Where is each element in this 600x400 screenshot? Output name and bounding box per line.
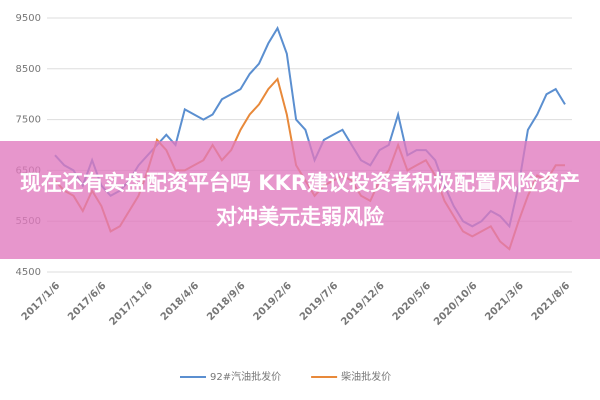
x-tick-label: 2020/10/6 — [432, 280, 479, 327]
x-tick-label: 2017/1/6 — [20, 280, 62, 322]
legend-label: 92#汽油批发价 — [210, 370, 281, 383]
y-tick-label: 7500 — [16, 115, 41, 126]
x-tick-label: 2018/4/6 — [159, 280, 201, 322]
banner: 现在还有实盘配资平台吗 KKR建议投资者积极配置风险资产 对冲美元走弱风险 — [0, 141, 600, 259]
legend-label: 柴油批发价 — [341, 370, 391, 383]
banner-text: 现在还有实盘配资平台吗 KKR建议投资者积极配置风险资产 对冲美元走弱风险 — [19, 171, 581, 229]
x-tick-label: 2018/9/6 — [205, 280, 247, 322]
x-tick-label: 2017/6/6 — [66, 280, 108, 322]
y-tick-label: 9500 — [16, 13, 41, 24]
x-tick-label: 2019/2/6 — [252, 280, 294, 322]
x-tick-label: 2017/11/6 — [108, 280, 155, 327]
x-tick-label: 2020/5/6 — [391, 280, 433, 322]
x-tick-label: 2019/12/6 — [339, 280, 386, 327]
y-tick-label: 8500 — [16, 64, 41, 75]
x-tick-label: 2021/8/6 — [530, 280, 572, 322]
x-tick-label: 2021/3/6 — [483, 280, 525, 322]
x-tick-label: 2019/7/6 — [298, 280, 340, 322]
y-tick-label: 4500 — [16, 267, 41, 278]
